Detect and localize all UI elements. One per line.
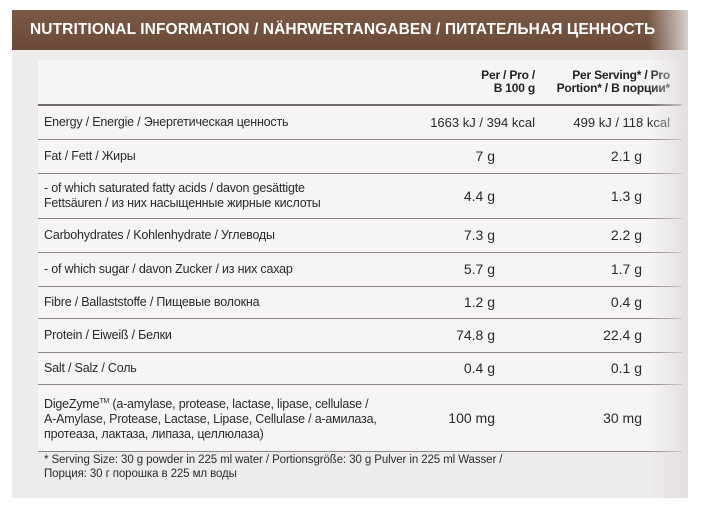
nutrient-label-line1: DigeZymeTM (a-amylase, protease, lactase… [44, 394, 402, 412]
nutrient-label: Fibre / Ballaststoffe / Пищевые волокна [44, 294, 260, 309]
nutrition-label: NUTRITIONAL INFORMATION / NÄHRWERTANGABE… [12, 10, 688, 498]
per-serving-value: 0.1 g [610, 360, 642, 376]
per-serving-value: 1.7 g [610, 261, 642, 277]
serving-note-line1: * Serving Size: 30 g powder in 225 ml wa… [44, 454, 503, 466]
table-row-saturated-fat: - of which saturated fatty acids / davon… [38, 172, 682, 218]
per-serving-header-line1: Per Serving* / Pro [572, 68, 670, 82]
table-row-fibre: Fibre / Ballaststoffe / Пищевые волокна … [38, 285, 682, 318]
per-100g-value: 0.4 g [463, 360, 495, 376]
per-100g-column-header: Per / Pro / В 100 g [402, 60, 539, 105]
table-row-sugar: - of which sugar / davon Zucker / из них… [38, 251, 682, 286]
nutrition-table: Per / Pro / В 100 g Per Serving* / Pro P… [38, 60, 682, 451]
per-serving-value: 22.4 g [603, 327, 642, 343]
nutrient-label-line1: - of which saturated fatty acids / davon… [44, 180, 305, 195]
per-serving-value: 30 mg [603, 409, 642, 426]
per-100g-value: 1663 kJ / 394 kcal [430, 114, 535, 130]
per-serving-value: 2.2 g [610, 227, 642, 243]
per-serving-header-line2: Portion* / В порции* [556, 81, 671, 95]
per-100g-value: 7 g [475, 148, 495, 164]
nutrient-label: Protein / Eiweiß / Белки [44, 327, 172, 342]
table-bottom-rule [38, 451, 682, 452]
nutrient-label: Salt / Salz / Соль [44, 360, 137, 375]
trademark-mark: TM [99, 397, 110, 405]
digezyme-desc-line1: (a-amylase, protease, lactase, lipase, c… [109, 396, 369, 411]
per-100g-value: 4.4 g [463, 187, 495, 204]
nutrition-table-panel: Per / Pro / В 100 g Per Serving* / Pro P… [38, 60, 682, 452]
per-100g-header-line2: В 100 g [493, 81, 535, 95]
nutrient-label: Energy / Energie / Энергетическая ценнос… [44, 114, 289, 129]
table-row-salt: Salt / Salz / Соль 0.4 g 0.1 g [38, 351, 682, 384]
nutrition-title: NUTRITIONAL INFORMATION / NÄHRWERTANGABE… [30, 21, 656, 38]
table-header-row: Per / Pro / В 100 g Per Serving* / Pro P… [38, 60, 682, 105]
nutrient-label-line2: Fettsäuren / из них насыщенные жирные ки… [44, 195, 321, 210]
per-100g-value: 1.2 g [463, 294, 495, 310]
per-serving-column-header: Per Serving* / Pro Portion* / В порции* [539, 60, 682, 105]
nutrition-header: NUTRITIONAL INFORMATION / NÄHRWERTANGABE… [12, 10, 688, 50]
digezyme-name: DigeZyme [44, 396, 100, 411]
table-row-carbohydrates: Carbohydrates / Kohlenhydrate / Углеводы… [38, 217, 682, 252]
serving-size-note: * Serving Size: 30 g powder in 225 ml wa… [44, 453, 644, 481]
table-row-digezyme: DigeZymeTM (a-amylase, protease, lactase… [38, 383, 682, 451]
nutrient-label-line3: протеаза, лактаза, липаза, целлюлаза) [44, 426, 264, 441]
per-100g-value: 100 mg [448, 409, 495, 426]
nutrient-label: Fat / Fett / Жиры [44, 148, 136, 163]
per-100g-header-line1: Per / Pro / [481, 68, 535, 82]
serving-note-line2: Порция: 30 г порошка в 225 мл воды [44, 468, 237, 480]
per-serving-value: 1.3 g [610, 187, 642, 204]
per-100g-value: 5.7 g [463, 261, 495, 277]
table-row-energy: Energy / Energie / Энергетическая ценнос… [38, 104, 682, 139]
per-100g-value: 7.3 g [463, 227, 495, 243]
table-row-protein: Protein / Eiweiß / Белки 74.8 g 22.4 g [38, 317, 682, 352]
per-100g-value: 74.8 g [456, 327, 495, 343]
table-row-fat: Fat / Fett / Жиры 7 g 2.1 g [38, 138, 682, 173]
nutrient-label: Carbohydrates / Kohlenhydrate / Углеводы [44, 227, 275, 242]
per-serving-value: 0.4 g [610, 294, 642, 310]
per-serving-value: 499 kJ / 118 kcal [573, 114, 670, 130]
nutrient-label: - of which sugar / davon Zucker / из них… [44, 261, 293, 276]
nutrient-label-line2: A-Amylase, Protease, Lactase, Lipase, Ce… [44, 411, 377, 426]
nutrient-column-header [38, 60, 402, 105]
per-serving-value: 2.1 g [610, 148, 642, 164]
